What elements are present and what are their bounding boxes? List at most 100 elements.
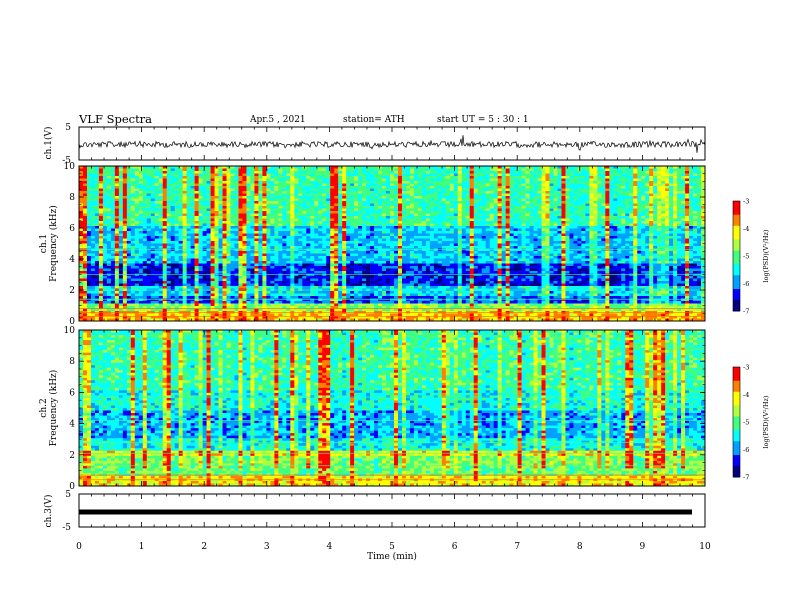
spectrogram-cell — [565, 191, 570, 194]
spectrogram-cell — [322, 171, 327, 174]
spectrogram-cell — [186, 183, 191, 187]
spectrogram-cell — [661, 201, 666, 204]
spectrogram-cell — [238, 171, 243, 174]
spectrogram-cell — [441, 181, 447, 184]
spectrogram-cell — [126, 198, 132, 202]
spectrogram-cell — [417, 226, 423, 229]
spectrogram-cell — [262, 196, 267, 199]
spectrogram-cell — [226, 198, 231, 202]
spectrogram-cell — [79, 231, 84, 234]
spectrogram-cell — [102, 193, 108, 197]
spectrogram-cell — [393, 213, 399, 217]
spectrogram-cell — [445, 186, 451, 189]
spectrogram-cell — [517, 211, 522, 214]
spectrogram-cell — [517, 173, 522, 177]
spectrogram-cell — [613, 233, 618, 237]
spectrogram-cell — [142, 193, 148, 197]
spectrogram-cell — [246, 208, 251, 212]
spectrogram-cell — [182, 198, 187, 202]
spectrogram-cell — [386, 216, 391, 219]
spectrogram-cell — [342, 171, 347, 174]
spectrogram-cell — [294, 226, 299, 229]
spectrogram-cell — [685, 211, 690, 214]
spectrogram-cell — [637, 176, 642, 179]
spectrogram-cell — [378, 216, 383, 219]
spectrogram-cell — [557, 198, 562, 202]
spectrogram-cell — [370, 193, 375, 197]
spectrogram-cell — [469, 206, 475, 209]
spectrogram-cell — [653, 208, 658, 212]
spectrogram-cell — [218, 236, 223, 239]
spectrogram-cell — [417, 173, 423, 177]
spectrogram-cell — [318, 233, 323, 237]
spectrogram-cell — [533, 173, 538, 177]
spectrogram-cell — [198, 196, 203, 199]
spectrogram-cell — [330, 196, 335, 199]
spectrogram-cell — [601, 238, 606, 242]
spectrogram-cell — [282, 203, 287, 207]
spectrogram-cell — [138, 231, 144, 234]
spectrogram-cell — [581, 178, 586, 182]
spectrogram-cell — [282, 191, 287, 194]
spectrogram-cell — [429, 176, 435, 179]
spectrogram-cell — [465, 198, 471, 202]
spectrogram-cell — [641, 233, 646, 237]
spectrogram-cell — [294, 171, 299, 174]
spectrogram-cell — [477, 231, 483, 234]
spectrogram-cell — [274, 201, 279, 204]
spectrogram-cell — [174, 218, 179, 222]
spectrogram-cell — [553, 203, 558, 207]
spectrogram-cell — [174, 213, 179, 217]
spectrogram-cell — [370, 183, 375, 187]
spectrogram-cell — [509, 186, 514, 189]
spectrogram-cell — [453, 188, 459, 192]
spectrogram-cell — [238, 188, 243, 192]
spectrogram-cell — [605, 206, 610, 209]
spectrogram-cell — [290, 171, 295, 174]
spectrogram-cell — [645, 191, 650, 194]
spectrogram-cell — [79, 221, 84, 224]
spectrogram-cell — [409, 181, 415, 184]
spectrogram-cell — [489, 211, 494, 214]
spectrogram-cell — [150, 203, 156, 207]
spectrogram-cell — [118, 216, 124, 219]
spectrogram-cell — [565, 221, 570, 224]
spectrogram-cell — [533, 193, 538, 197]
spectrogram-cell — [465, 208, 471, 212]
spectrogram-cell — [290, 236, 295, 239]
spectrogram-cell — [146, 223, 152, 227]
spectrogram-cell — [214, 218, 219, 222]
spectrogram-cell — [318, 226, 323, 229]
spectrogram-cell — [366, 226, 371, 229]
spectrogram-cell — [346, 188, 351, 192]
spectrogram-cell — [577, 171, 582, 174]
spectrogram-cell — [573, 173, 578, 177]
spectrogram-cell — [609, 238, 614, 242]
spectrogram-cell — [266, 191, 271, 194]
spectrogram-cell — [489, 231, 494, 234]
spectrogram-cell — [397, 193, 403, 197]
spectrogram-cell — [214, 228, 219, 232]
spectrogram-cell — [533, 171, 538, 174]
spectrogram-cell — [593, 213, 598, 217]
spectrogram-cell — [118, 176, 124, 179]
spectrogram-cell — [342, 238, 347, 242]
spectrogram-cell — [282, 173, 287, 177]
spectrogram-cell — [537, 171, 542, 174]
spectrogram-cell — [218, 223, 223, 227]
spectrogram-cell — [593, 241, 598, 244]
spectrogram-cell — [533, 183, 538, 187]
spectrogram-cell — [573, 191, 578, 194]
spectrogram-cell — [354, 198, 359, 202]
spectrogram-cell — [298, 198, 303, 202]
spectrogram-cell — [386, 221, 391, 224]
spectrogram-cell — [581, 193, 586, 197]
spectrogram-cell — [649, 198, 654, 202]
spectrogram-cell — [306, 173, 311, 177]
spectrogram-cell — [689, 218, 694, 222]
spectrogram-cell — [601, 218, 606, 222]
spectrogram-cell — [513, 173, 518, 177]
spectrogram-cell — [226, 206, 231, 209]
spectrogram-cell — [122, 173, 128, 177]
spectrogram-cell — [334, 186, 339, 189]
